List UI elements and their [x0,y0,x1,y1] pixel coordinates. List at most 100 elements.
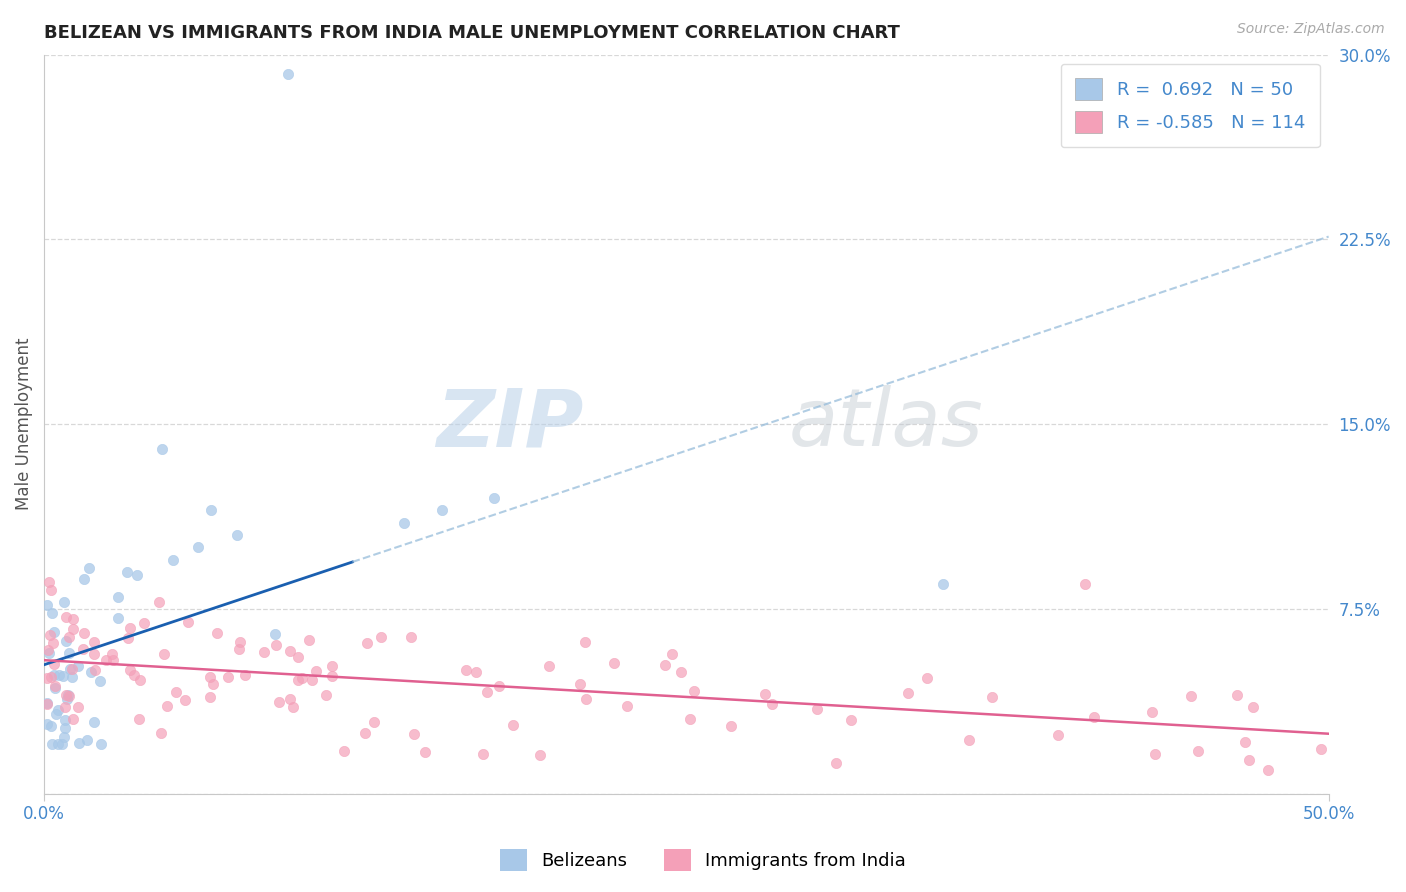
Point [35,696,58,710]
Point [806,702,828,716]
Point [720,719,742,733]
Y-axis label: Male Unemployment: Male Unemployment [15,338,32,510]
Point [55,688,77,702]
Point [267,695,290,709]
Point [148,594,170,608]
Point [42,624,65,639]
Point [761,698,783,712]
Point [48,668,70,682]
Point [46,703,69,717]
Point [228,642,250,657]
Point [399,631,422,645]
Point [253,644,276,658]
Point [101,647,124,661]
Point [187,541,209,555]
Point [122,668,145,682]
Point [53,721,76,735]
Point [198,690,221,704]
Point [67,736,90,750]
Point [83,648,105,662]
Point [120,621,142,635]
Point [59,662,82,676]
Point [84,664,107,678]
Point [679,712,702,726]
Point [669,665,692,679]
Point [39,719,62,733]
Point [333,744,356,758]
Point [38,628,60,642]
Point [200,503,222,517]
Point [51,738,73,752]
Point [107,590,129,604]
Point [156,698,179,713]
Point [529,747,551,762]
Point [53,699,76,714]
Legend: R =  0.692   N = 50, R = -0.585   N = 114: R = 0.692 N = 50, R = -0.585 N = 114 [1062,63,1320,147]
Point [66,699,89,714]
Point [1226,688,1249,702]
Point [52,595,75,609]
Point [67,658,90,673]
Point [162,552,184,566]
Point [305,664,328,678]
Point [42,636,65,650]
Point [198,670,221,684]
Point [41,738,63,752]
Point [55,634,77,648]
Point [103,652,125,666]
Point [35,598,58,612]
Point [45,706,67,721]
Point [354,726,377,740]
Point [177,615,200,630]
Legend: Belizeans, Immigrants from India: Belizeans, Immigrants from India [494,842,912,879]
Point [129,673,152,687]
Point [278,643,301,657]
Point [264,638,287,652]
Point [321,658,343,673]
Point [55,609,77,624]
Point [58,690,80,704]
Point [39,670,62,684]
Point [264,626,287,640]
Point [117,631,139,645]
Point [125,568,148,582]
Point [569,677,592,691]
Point [1180,689,1202,703]
Point [1143,747,1166,761]
Text: ZIP: ZIP [436,385,583,463]
Point [37,643,59,657]
Point [42,668,65,682]
Point [53,730,76,744]
Point [402,727,425,741]
Point [48,738,70,752]
Point [44,681,66,696]
Point [287,673,309,688]
Point [754,687,776,701]
Point [538,659,561,673]
Point [44,679,66,693]
Point [897,686,920,700]
Point [35,717,58,731]
Point [1047,728,1070,742]
Point [44,657,66,671]
Point [957,733,980,747]
Point [41,606,63,620]
Point [73,625,96,640]
Point [287,650,309,665]
Point [38,575,60,590]
Point [62,612,84,626]
Point [370,630,392,644]
Point [281,700,304,714]
Point [661,648,683,662]
Text: Source: ZipAtlas.com: Source: ZipAtlas.com [1237,22,1385,37]
Point [1241,700,1264,714]
Point [115,566,138,580]
Point [107,611,129,625]
Point [225,528,247,542]
Point [150,726,173,740]
Point [153,647,176,661]
Point [96,653,118,667]
Point [981,690,1004,704]
Point [1237,753,1260,767]
Point [62,712,84,726]
